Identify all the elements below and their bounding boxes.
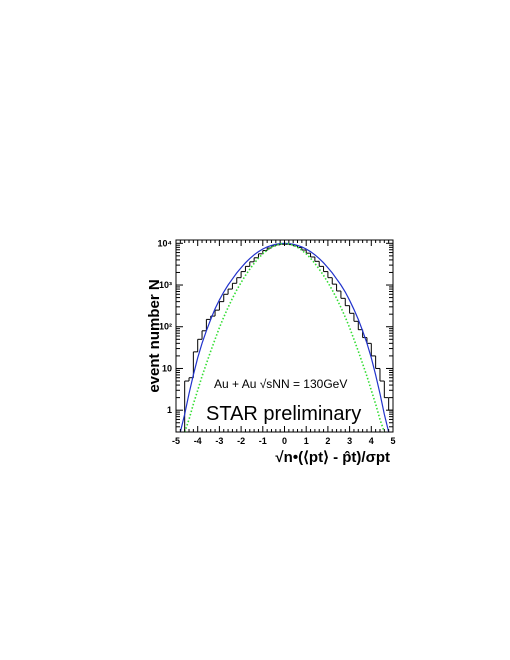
x-tick-label: -1	[259, 436, 267, 446]
annotation-collision-system: Au + Au √sNN = 130GeV	[214, 377, 347, 391]
x-tick-label: -4	[194, 436, 202, 446]
x-tick-label: -5	[172, 436, 180, 446]
x-tick-label: 0	[282, 436, 287, 446]
x-tick-label: -2	[237, 436, 245, 446]
x-tick-label: 1	[304, 436, 309, 446]
x-tick-label: 4	[369, 436, 374, 446]
y-tick-label: 1	[167, 405, 172, 415]
y-axis: 1 10 10² 10³ 10⁴	[158, 238, 393, 433]
x-tick-label: -3	[215, 436, 223, 446]
y-axis-label: event number N	[146, 279, 163, 392]
y-tick-label: 10	[162, 363, 172, 373]
x-tick-label: 2	[325, 436, 330, 446]
x-axis-label: √n•(⟨pt⟩ - p̂t)/σpt	[275, 449, 390, 466]
annotation-star-preliminary: STAR preliminary	[206, 403, 361, 425]
y-tick-label: 10³	[159, 280, 172, 290]
x-tick-label: 3	[347, 436, 352, 446]
y-tick-label: 10⁴	[158, 238, 172, 248]
x-tick-label: 5	[390, 436, 395, 446]
y-tick-label: 10²	[159, 322, 172, 332]
